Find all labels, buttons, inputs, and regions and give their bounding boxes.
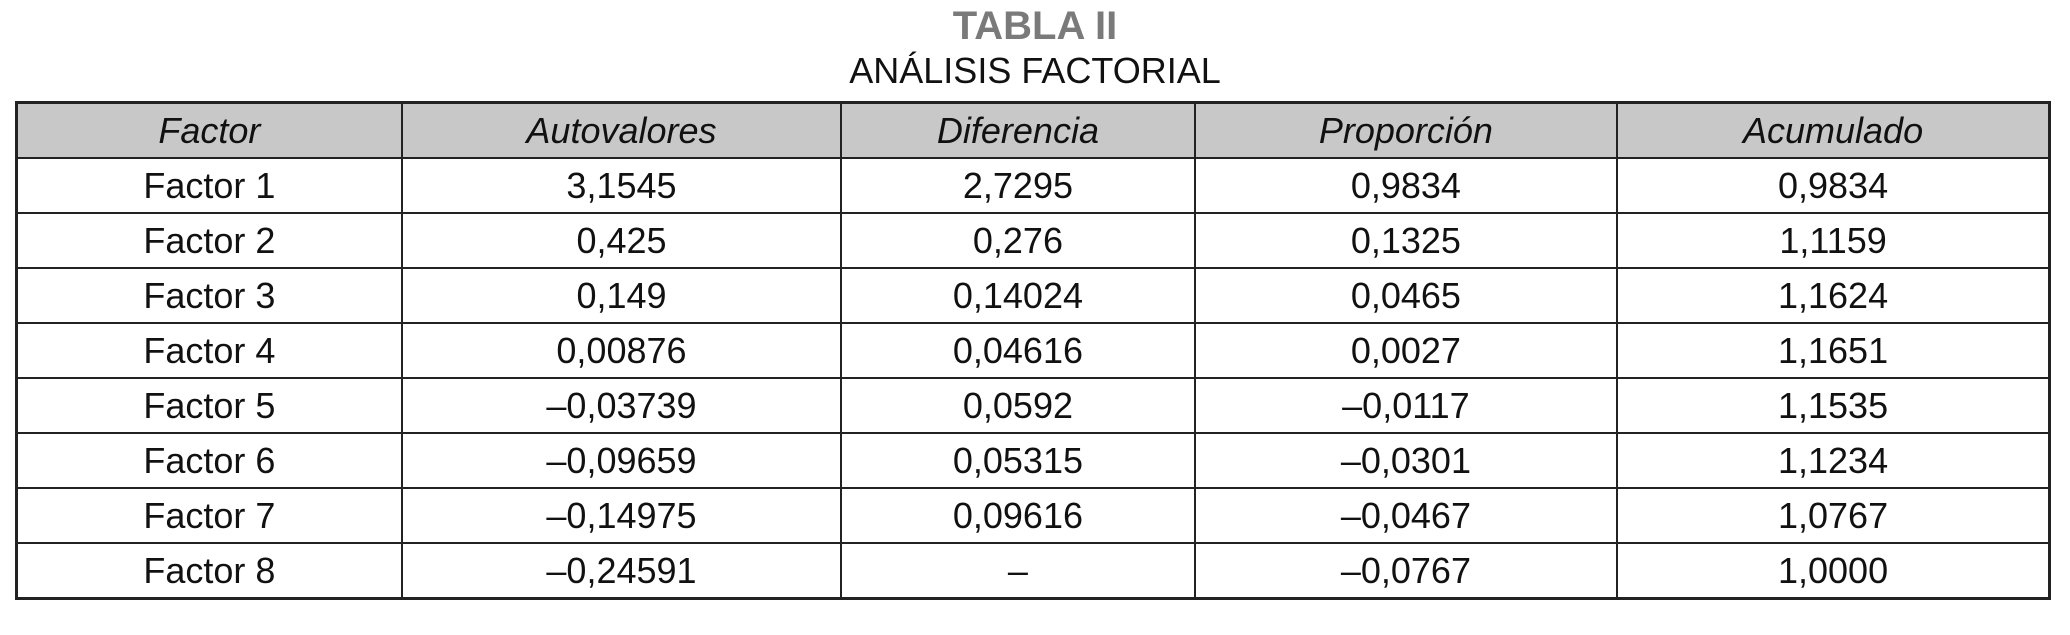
diferencia-cell: 0,09616 bbox=[840, 487, 1196, 544]
acumulado-cell: 1,1159 bbox=[1616, 212, 2051, 269]
proporcion-cell: 0,0027 bbox=[1193, 322, 1619, 379]
acumulado-cell: 1,1651 bbox=[1616, 322, 2051, 379]
autovalores-cell: –0,09659 bbox=[400, 432, 843, 489]
table-row: Factor 8 –0,24591– –0,0767 1,0000 bbox=[15, 542, 2051, 600]
proporcion-cell: –0,0301 bbox=[1193, 432, 1619, 489]
proporcion-cell: 0,1325 bbox=[1193, 212, 1619, 269]
diferencia-cell: 0,04616 bbox=[840, 322, 1196, 379]
acumulado-cell: 1,1624 bbox=[1616, 267, 2051, 324]
proporcion-cell: –0,0117 bbox=[1193, 377, 1619, 434]
header-row: Factor Autovalores Diferencia Proporción… bbox=[15, 101, 2051, 159]
autovalores-cell: –0,14975 bbox=[400, 487, 843, 544]
factor-cell: Factor 4 bbox=[15, 322, 403, 379]
diferencia-cell: 2,7295 bbox=[840, 157, 1196, 214]
acumulado-cell: 1,1535 bbox=[1616, 377, 2051, 434]
factor-cell: Factor 1 bbox=[15, 157, 403, 214]
factor-cell: Factor 6 bbox=[15, 432, 403, 489]
factor-cell: Factor 3 bbox=[15, 267, 403, 324]
factor-cell: Factor 8 bbox=[15, 542, 403, 600]
autovalores-cell: 0,425 bbox=[400, 212, 843, 269]
table-row: Factor 2 0,425 0,276 0,1325 1,1159 bbox=[15, 212, 2051, 269]
table-row: Factor 4 0,00876 0,04616 0,0027 1,1651 bbox=[15, 322, 2051, 379]
table-row: Factor 7 –0,14975 0,09616 –0,0467 1,0767 bbox=[15, 487, 2051, 544]
proporcion-cell: 0,0465 bbox=[1193, 267, 1619, 324]
autovalores-cell: 3,1545 bbox=[400, 157, 843, 214]
header-diferencia: Diferencia bbox=[840, 101, 1196, 159]
header-acumulado: Acumulado bbox=[1616, 101, 2051, 159]
acumulado-cell: 0,9834 bbox=[1616, 157, 2051, 214]
table-row: Factor 3 0,149 0,14024 0,0465 1,1624 bbox=[15, 267, 2051, 324]
header-factor: Factor bbox=[15, 101, 403, 159]
factor-analysis-table: Factor Autovalores Diferencia Proporción… bbox=[15, 101, 2051, 600]
table-row: Factor 1 3,1545 2,7295 0,9834 0,9834 bbox=[15, 157, 2051, 214]
diferencia-cell: 0,0592 bbox=[840, 377, 1196, 434]
table-row: Factor 5 –0,03739 0,0592 –0,0117 1,1535 bbox=[15, 377, 2051, 434]
table-row: Factor 6 –0,09659 0,05315 –0,0301 1,1234 bbox=[15, 432, 2051, 489]
acumulado-cell: 1,0000 bbox=[1616, 542, 2051, 600]
header-autovalores: Autovalores bbox=[400, 101, 843, 159]
factor-cell: Factor 2 bbox=[15, 212, 403, 269]
autovalores-cell: 0,149 bbox=[400, 267, 843, 324]
acumulado-cell: 1,1234 bbox=[1616, 432, 2051, 489]
factor-cell: Factor 5 bbox=[15, 377, 403, 434]
diferencia-cell: 0,14024 bbox=[840, 267, 1196, 324]
table-title: TABLA II bbox=[952, 4, 1118, 48]
header-proporcion: Proporción bbox=[1193, 101, 1619, 159]
diferencia-cell: 0,05315 bbox=[840, 432, 1196, 489]
table-subtitle: ANÁLISIS FACTORIAL bbox=[849, 50, 1221, 91]
diferencia-cell: 0,276 bbox=[840, 212, 1196, 269]
proporcion-cell: 0,9834 bbox=[1193, 157, 1619, 214]
autovalores-cell: 0,00876 bbox=[400, 322, 843, 379]
autovalores-cell: –0,24591 bbox=[400, 542, 843, 600]
diferencia-cell: – bbox=[840, 542, 1196, 600]
factor-cell: Factor 7 bbox=[15, 487, 403, 544]
proporcion-cell: –0,0767 bbox=[1193, 542, 1619, 600]
proporcion-cell: –0,0467 bbox=[1193, 487, 1619, 544]
autovalores-cell: –0,03739 bbox=[400, 377, 843, 434]
acumulado-cell: 1,0767 bbox=[1616, 487, 2051, 544]
